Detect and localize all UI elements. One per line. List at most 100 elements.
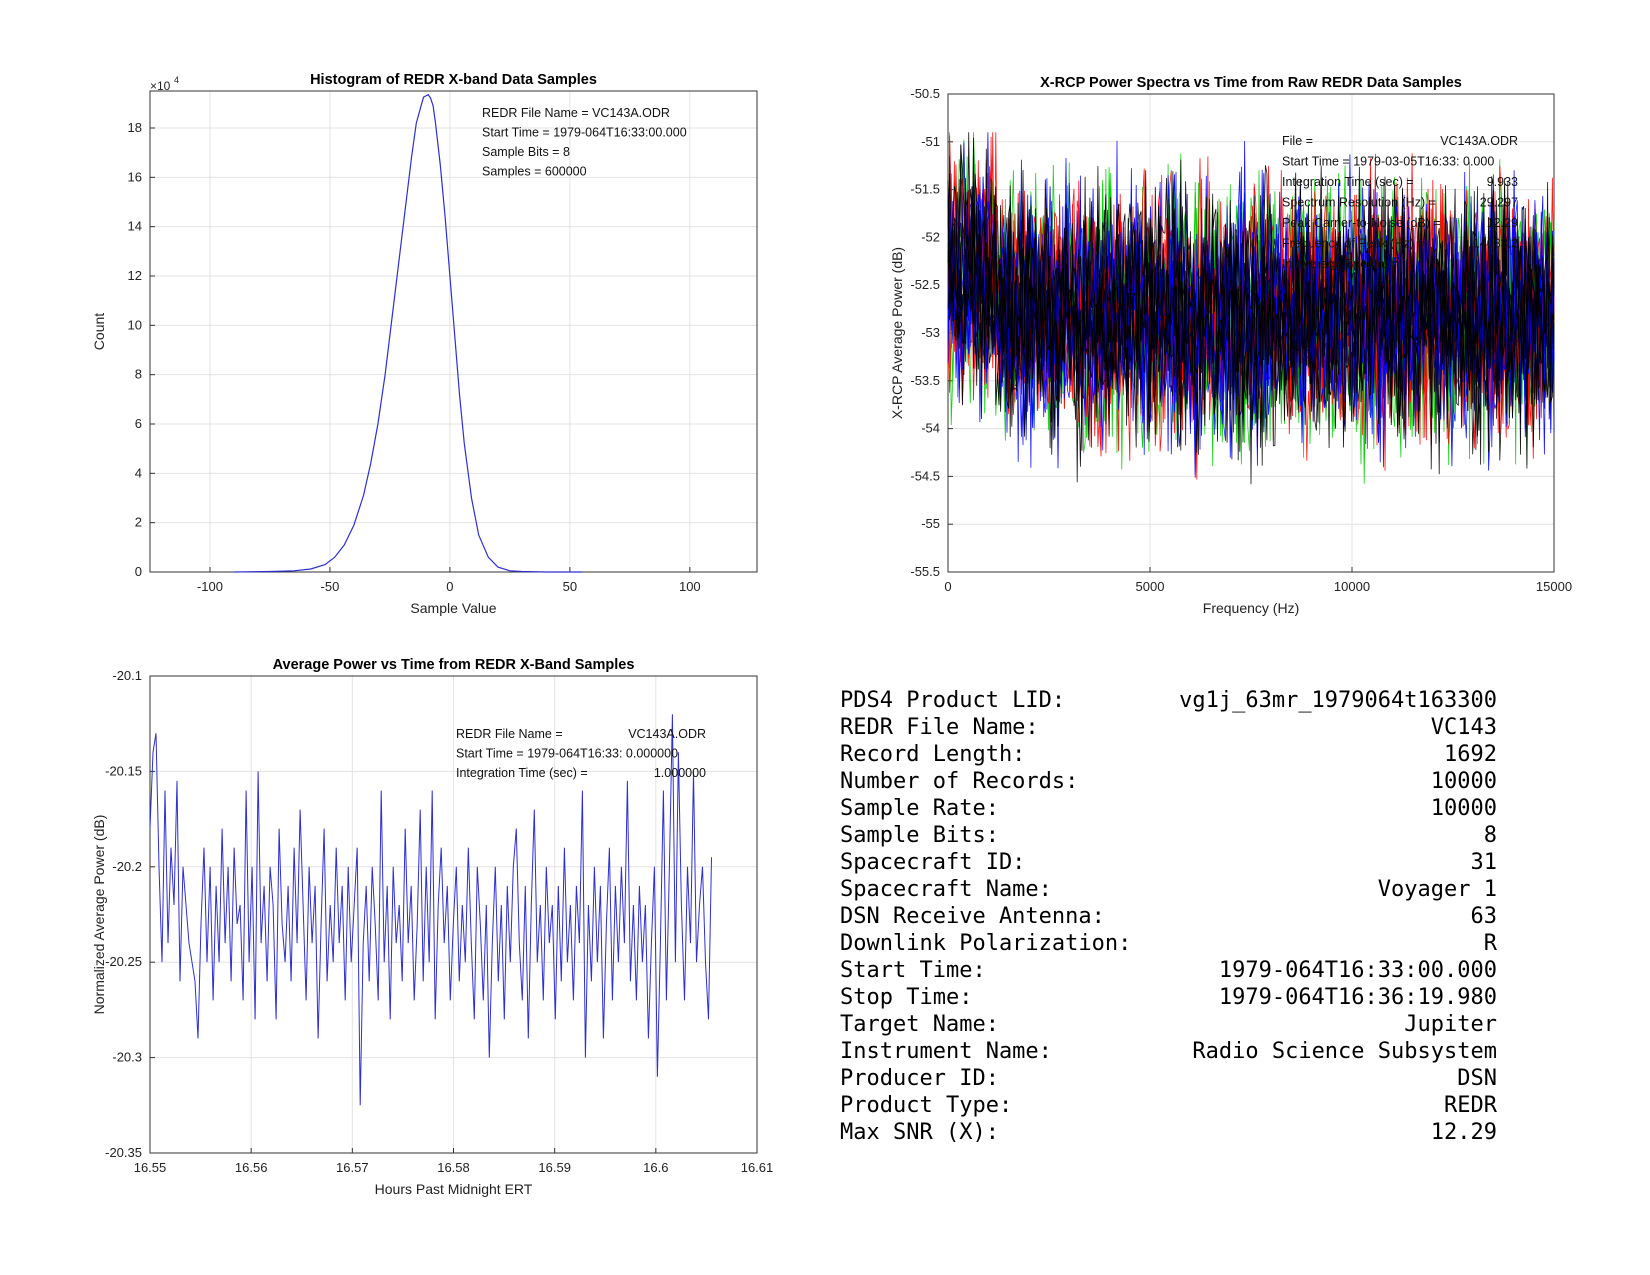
- x-axis-label: Hours Past Midnight ERT: [375, 1181, 533, 1197]
- y-tick-label: -55.5: [910, 564, 940, 579]
- histogram-curve: [233, 93, 582, 573]
- info-row-label: Downlink Polarization:: [840, 931, 1131, 956]
- y-tick-label: -53.5: [910, 373, 940, 388]
- annotation-label: Integration Time (sec) =: [456, 766, 588, 780]
- info-row-label: Max SNR (X):: [840, 1120, 999, 1145]
- y-tick-label: -20.2: [112, 859, 142, 874]
- info-row-label: DSN Receive Antenna:: [840, 904, 1105, 929]
- spectra-group: [947, 132, 1555, 485]
- y-tick-label: -54: [921, 421, 940, 436]
- x-tick-label: 100: [679, 579, 701, 594]
- y-tick-label: -20.15: [105, 763, 142, 778]
- info-row-value: R: [1484, 931, 1498, 956]
- product-info-table: PDS4 Product LID: vg1j_63mr_1979064t16330…: [840, 688, 1498, 1145]
- y-tick-label: -55: [921, 516, 940, 531]
- info-row-value: 12.29: [1431, 1120, 1497, 1145]
- annotation-value: VC143A.ODR: [628, 727, 706, 741]
- y-tick-label: -20.1: [112, 668, 142, 683]
- spectrum-line: [947, 166, 1555, 455]
- chart-title: Average Power vs Time from REDR X-Band S…: [273, 657, 635, 673]
- y-tick-label: -20.25: [105, 954, 142, 969]
- annotation-label: Start Time = 1979-03-05T16:33: 0.000: [1282, 155, 1494, 169]
- annotation-label: File =: [1282, 134, 1313, 148]
- info-row-value: Jupiter: [1404, 1012, 1497, 1037]
- x-tick-label: 16.56: [235, 1160, 268, 1175]
- y-tick-label: 14: [128, 219, 142, 234]
- annotation-label: Peak Carrier-to-Noise (dB) =: [1282, 216, 1441, 230]
- y-tick-label: 12: [128, 268, 142, 283]
- info-row-label: Product Type:: [840, 1093, 1012, 1118]
- info-row-value: 10000: [1431, 796, 1497, 821]
- annotation-value: 12.29: [1487, 216, 1518, 230]
- y-tick-label: 18: [128, 120, 142, 135]
- y-tick-label: -20.3: [112, 1050, 142, 1065]
- x-axis-label: Frequency (Hz): [1203, 600, 1299, 616]
- y-tick-label: 16: [128, 169, 142, 184]
- histogram-chart: -100 -50 0 50 100 0 2 4 6 8 10 12 14 16 18 Histogram of…: [91, 72, 758, 616]
- info-row-label: Number of Records:: [840, 769, 1078, 794]
- annotation-label: Integration Time (sec) =: [1282, 175, 1414, 189]
- y-tick-label: -50.5: [910, 86, 940, 101]
- info-row-label: Stop Time:: [840, 985, 972, 1010]
- annotation-value: 9.933: [1487, 175, 1518, 189]
- x-tick-label: 16.57: [336, 1160, 369, 1175]
- info-row-value: 1979-064T16:33:00.000: [1219, 958, 1497, 983]
- plot-frame: [149, 90, 758, 573]
- power-spectra-chart: 0 5000 10000 15000 -55.5 -55 -54.5 -54 -53.5 -53 -…: [889, 75, 1572, 616]
- y-exponent-value: 4: [174, 75, 179, 85]
- annotation-line: Start Time = 1979-064T16:33:00.000: [482, 126, 687, 140]
- info-row-value: DSN: [1457, 1066, 1497, 1091]
- chart-title: X-RCP Power Spectra vs Time from Raw RED…: [1040, 75, 1462, 91]
- y-tick-label: -53: [921, 325, 940, 340]
- annotation-value: VC143A.ODR: [1440, 134, 1518, 148]
- info-row-value: 1692: [1444, 742, 1497, 767]
- info-row-value: REDR: [1444, 1093, 1498, 1118]
- x-tick-label: 16.61: [741, 1160, 774, 1175]
- y-tick-label: 10: [128, 317, 142, 332]
- annotation-label: In Average Spectrum: [1282, 257, 1399, 271]
- info-row-label: Record Length:: [840, 742, 1025, 767]
- x-tick-label: -50: [321, 579, 340, 594]
- y-tick-label: -54.5: [910, 468, 940, 483]
- info-row-label: Spacecraft ID:: [840, 850, 1025, 875]
- x-tick-label: 16.59: [538, 1160, 571, 1175]
- info-row-label: Start Time:: [840, 958, 986, 983]
- info-row-label: Target Name:: [840, 1012, 999, 1037]
- info-row-value: vg1j_63mr_1979064t163300: [1179, 688, 1497, 713]
- info-row-label: Sample Bits:: [840, 823, 999, 848]
- annotation-label: Frequency of Peak (Hz) =: [1282, 237, 1425, 251]
- info-row-value: 31: [1471, 850, 1498, 875]
- info-row-label: Instrument Name:: [840, 1039, 1052, 1064]
- info-row-label: PDS4 Product LID:: [840, 688, 1065, 713]
- plot-frame: [149, 675, 758, 1154]
- y-exponent-label: ×10: [150, 79, 171, 93]
- x-tick-label: 0: [944, 579, 951, 594]
- info-row-label: Producer ID:: [840, 1066, 999, 1091]
- info-row-label: Spacecraft Name:: [840, 877, 1052, 902]
- average-power-chart: 16.55 16.56 16.57 16.58 16.59 16.6 16.61 -20.35…: [91, 657, 773, 1197]
- info-row-value: VC143: [1431, 715, 1497, 740]
- info-row-label: Sample Rate:: [840, 796, 999, 821]
- annotation-line: Samples = 600000: [482, 165, 587, 179]
- x-axis-label: Sample Value: [410, 600, 496, 616]
- x-tick-label: 0: [446, 579, 453, 594]
- y-tick-label: 6: [135, 416, 142, 431]
- x-tick-label: 5000: [1136, 579, 1165, 594]
- x-tick-label: 15000: [1536, 579, 1572, 594]
- x-tick-label: 16.6: [643, 1160, 668, 1175]
- power-series-line: [149, 714, 712, 1106]
- y-axis-label: X-RCP Average Power (dB): [889, 247, 905, 419]
- y-tick-label: 4: [135, 465, 142, 480]
- y-tick-label: 8: [135, 367, 142, 382]
- info-row-value: 8: [1484, 823, 1497, 848]
- y-tick-label: -51.5: [910, 182, 940, 197]
- y-tick-label: -52.5: [910, 277, 940, 292]
- y-tick-label: -52: [921, 229, 940, 244]
- annotation-label: REDR File Name =: [456, 727, 563, 741]
- y-axis-label: Normalized Average Power (dB): [91, 815, 107, 1015]
- y-axis-label: Count: [91, 313, 107, 350]
- annotation-value: 14033.2: [1473, 237, 1518, 251]
- annotation-label: Start Time = 1979-064T16:33: 0.000000: [456, 747, 678, 761]
- x-tick-label: 10000: [1334, 579, 1370, 594]
- chart-title: Histogram of REDR X-band Data Samples: [310, 72, 597, 88]
